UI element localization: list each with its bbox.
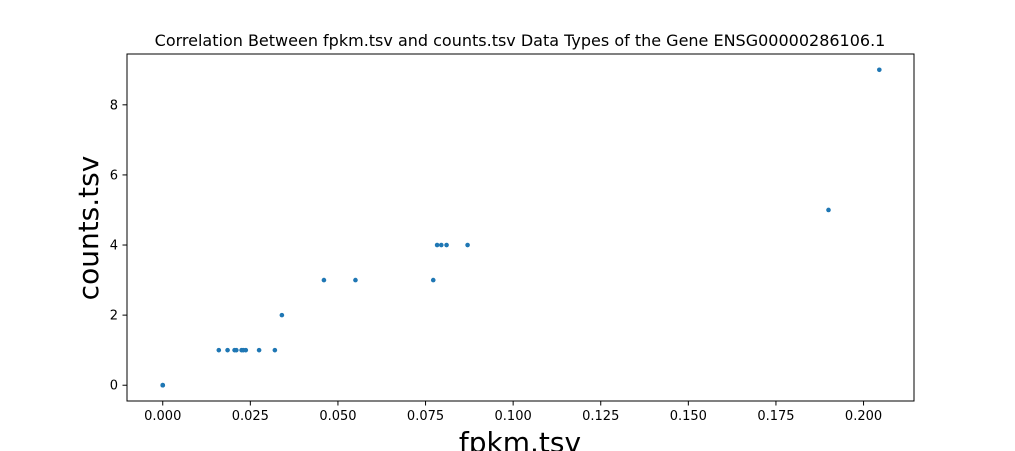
data-point-16 [434, 242, 440, 248]
x-tick-label-7: 0.175 [757, 409, 794, 424]
y-tick-label-1: 2 [110, 309, 118, 324]
data-point-14 [353, 277, 358, 283]
x-tick-label-0: 0.000 [144, 409, 181, 424]
y-axis-label: counts.tsv [72, 156, 105, 301]
data-point-20 [826, 207, 831, 213]
y-tick-label-3: 6 [110, 168, 118, 183]
data-point-3 [216, 347, 222, 353]
x-tick-label-8: 0.200 [845, 409, 882, 424]
x-tick-label-1: 0.025 [232, 409, 269, 424]
chart-title: Correlation Between fpkm.tsv and counts.… [155, 31, 886, 50]
x-tick-label-2: 0.050 [319, 409, 356, 424]
data-point-11 [272, 347, 278, 353]
data-point-15 [430, 277, 436, 283]
data-point-9 [243, 347, 249, 353]
data-point-17 [439, 242, 444, 248]
x-tick-label-3: 0.075 [407, 409, 444, 424]
y-tick-label-4: 8 [110, 98, 118, 113]
data-point-10 [256, 347, 262, 353]
plot-frame [126, 53, 915, 402]
data-point-12 [279, 312, 285, 318]
x-tick-label-6: 0.150 [670, 409, 707, 424]
y-tick-label-0: 0 [110, 379, 118, 394]
data-point-21 [877, 67, 882, 73]
data-point-19 [465, 242, 470, 248]
data-point-13 [321, 277, 327, 283]
points-layer [160, 67, 882, 388]
x-tick-label-4: 0.100 [495, 409, 532, 424]
y-axis-ticks: 0 2 4 6 8 [110, 98, 127, 394]
data-point-6 [234, 347, 239, 353]
data-point-18 [444, 242, 449, 248]
data-point-2 [160, 382, 166, 388]
x-axis-label: fpkm.tsv [459, 426, 581, 451]
x-tick-label-5: 0.125 [582, 409, 619, 424]
data-point-4 [225, 347, 230, 353]
y-tick-label-2: 4 [110, 239, 118, 254]
x-axis-ticks: 0.000 0.025 0.050 0.075 0.100 0.125 0.150 0.175… [144, 401, 882, 424]
